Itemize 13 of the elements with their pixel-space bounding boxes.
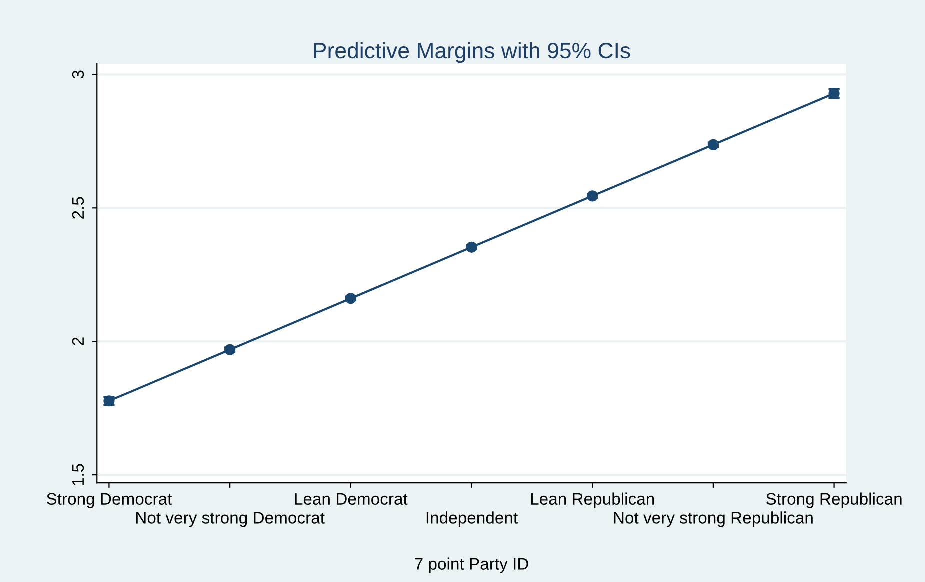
y-tick-label: 1.5 — [72, 464, 84, 486]
x-tick-label: Not very strong Republican — [614, 512, 813, 528]
x-tick-label: Not very strong Democrat — [136, 512, 325, 528]
chart-title: Predictive Margins with 95% CIs — [314, 42, 630, 64]
y-tick-label: 2.5 — [72, 197, 84, 219]
y-tick-label: 3 — [72, 70, 84, 79]
x-tick-label: Lean Democrat — [295, 493, 408, 506]
x-tick-label: Strong Republican — [766, 492, 902, 508]
x-tick-label: Strong Democrat — [46, 493, 172, 508]
x-axis-title: 7 point Party ID — [415, 558, 528, 574]
y-tick-label: 2 — [72, 338, 84, 346]
x-tick-label: Independent — [426, 512, 518, 528]
x-tick-label: Lean Republican — [531, 492, 654, 508]
